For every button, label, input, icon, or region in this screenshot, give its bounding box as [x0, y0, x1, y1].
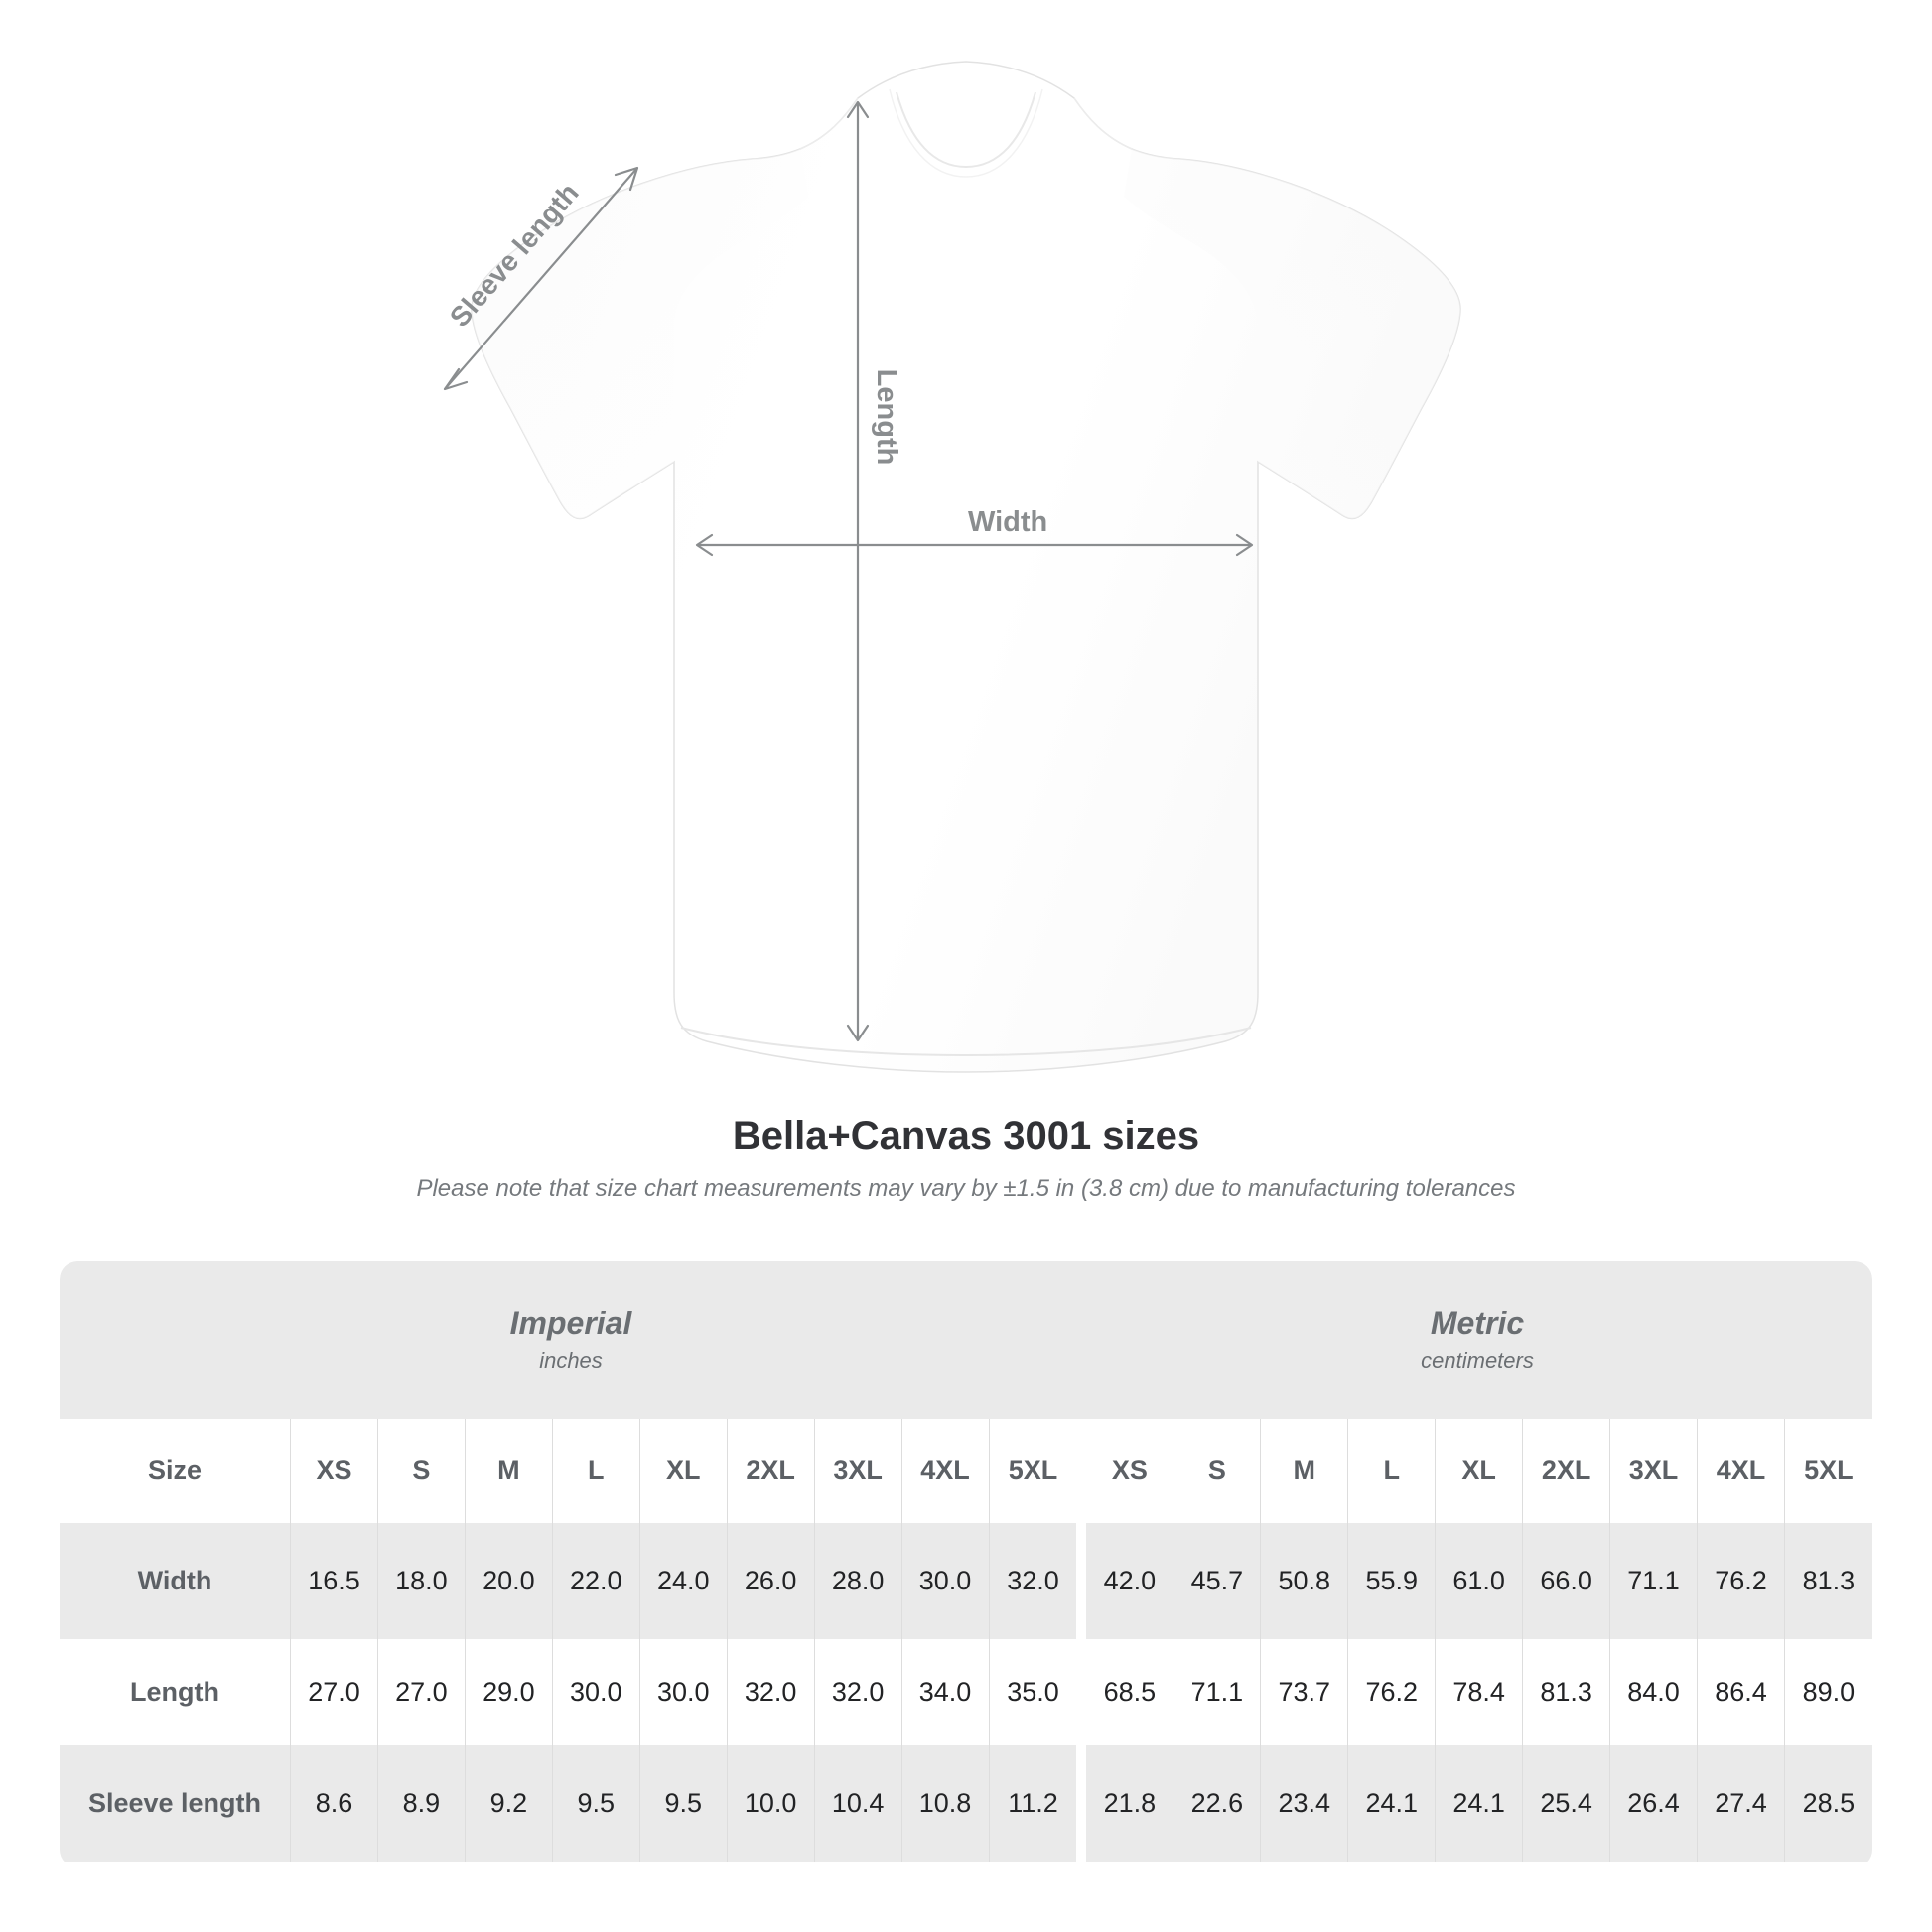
svg-text:Length: Length: [871, 369, 902, 466]
svg-text:Width: Width: [968, 506, 1047, 538]
